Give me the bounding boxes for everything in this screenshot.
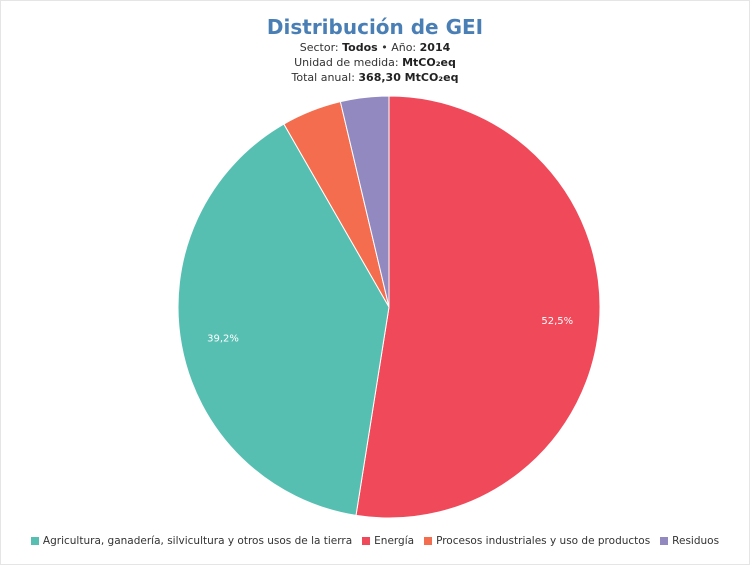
chart-title: Distribución de GEI xyxy=(266,15,484,39)
slice-data-label-1: 39,2% xyxy=(207,334,239,345)
total-value: 368,30 MtCO₂eq xyxy=(358,71,459,84)
subtitle-bullet: • xyxy=(381,41,388,54)
chart-subtitle-total: Total anual: 368,30 MtCO₂eq xyxy=(0,70,750,85)
legend-item-1[interactable]: Energía xyxy=(362,535,414,547)
legend-item-2[interactable]: Procesos industriales y uso de productos xyxy=(424,535,650,547)
legend-label: Residuos xyxy=(672,535,720,547)
pie-slice-0[interactable] xyxy=(355,95,601,519)
legend-swatch xyxy=(30,537,39,545)
pie-slice-3[interactable] xyxy=(339,95,390,308)
chart-legend: Agricultura, ganadería, silvicultura y o… xyxy=(0,535,750,547)
unit-value: MtCO₂eq xyxy=(402,56,456,69)
chart-header: Distribución de GEI Sector: Todos • Año:… xyxy=(0,14,750,85)
legend-item-0[interactable]: Agricultura, ganadería, silvicultura y o… xyxy=(30,535,353,547)
slice-data-label-0: 52,5% xyxy=(541,316,573,327)
legend-item-3[interactable]: Residuos xyxy=(660,535,719,547)
sector-label: Sector: xyxy=(299,41,339,54)
legend-label: Agricultura, ganadería, silvicultura y o… xyxy=(42,535,353,547)
year-label: Año: xyxy=(391,41,417,54)
legend-label: Energía xyxy=(374,535,415,547)
pie-slice-1[interactable] xyxy=(177,123,390,516)
unit-label: Unidad de medida: xyxy=(294,56,399,69)
legend-label: Procesos industriales y uso de productos xyxy=(436,535,651,547)
legend-swatch xyxy=(424,537,433,545)
chart-subtitle-sector-year: Sector: Todos • Año: 2014 xyxy=(0,40,750,55)
chart-subtitle-unit: Unidad de medida: MtCO₂eq xyxy=(0,55,750,70)
year-value: 2014 xyxy=(419,41,451,54)
total-label: Total anual: xyxy=(291,71,355,84)
legend-swatch xyxy=(660,537,669,545)
legend-swatch xyxy=(362,537,371,545)
sector-value: Todos xyxy=(342,41,378,54)
